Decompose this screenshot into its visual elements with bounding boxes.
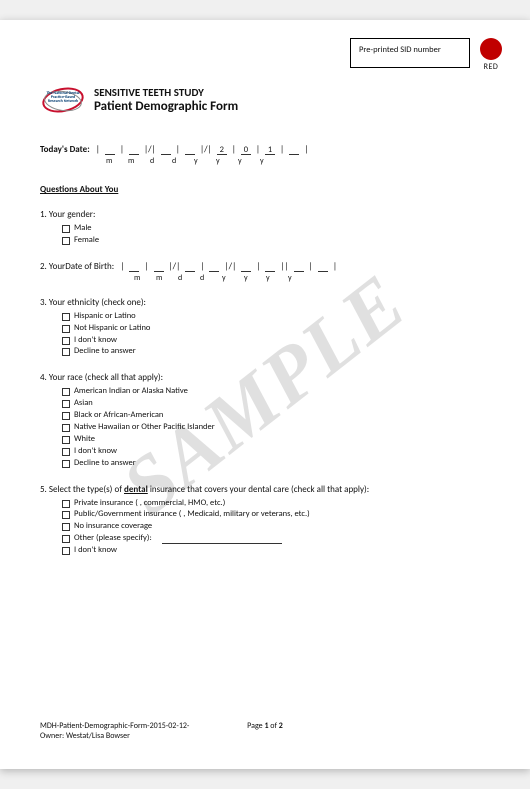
checkbox-icon[interactable] bbox=[62, 511, 70, 519]
todays-date-label: Today's Date: bbox=[40, 144, 90, 155]
page-footer: MDH-Patient-Demographic-Form-2015-02-12-… bbox=[40, 721, 490, 741]
q5-opt[interactable]: No insurance coverage bbox=[62, 521, 490, 533]
q5-text: 5. Select the type(s) of dental insuranc… bbox=[40, 484, 490, 495]
title-line-1: SENSITIVE TEETH STUDY bbox=[94, 87, 238, 100]
q4-text: 4. Your race (check all that apply): bbox=[40, 372, 490, 383]
checkbox-icon[interactable] bbox=[62, 448, 70, 456]
question-1-gender: 1. Your gender: Male Female bbox=[40, 209, 490, 247]
dob-format-hint: mmddyyyy bbox=[134, 273, 490, 283]
q4-opt[interactable]: I don't know bbox=[62, 446, 490, 458]
red-indicator: RED bbox=[480, 38, 502, 72]
checkbox-icon[interactable] bbox=[62, 388, 70, 396]
section-questions-about-you: Questions About You bbox=[40, 184, 490, 195]
title-line-2: Patient Demographic Form bbox=[94, 100, 238, 115]
checkbox-icon[interactable] bbox=[62, 400, 70, 408]
question-4-race: 4. Your race (check all that apply): Ame… bbox=[40, 372, 490, 469]
checkbox-icon[interactable] bbox=[62, 337, 70, 345]
q5-opt[interactable]: I don't know bbox=[62, 545, 490, 557]
red-circle-icon bbox=[480, 38, 502, 60]
question-5-insurance: 5. Select the type(s) of dental insuranc… bbox=[40, 484, 490, 557]
checkbox-icon[interactable] bbox=[62, 412, 70, 420]
checkbox-icon[interactable] bbox=[62, 225, 70, 233]
q5-opt[interactable]: Private insurance ( , commercial, HMO, e… bbox=[62, 498, 490, 510]
q1-opt-female[interactable]: Female bbox=[62, 235, 490, 247]
q4-opt[interactable]: Black or African-American bbox=[62, 410, 490, 422]
q1-opt-male[interactable]: Male bbox=[62, 223, 490, 235]
logo-title-row: The National Dental Practice-Based Resea… bbox=[40, 84, 490, 118]
todays-date-row: Today's Date: |||/|||/|2|0|1|| mmddyyyy bbox=[40, 144, 490, 166]
checkbox-icon[interactable] bbox=[62, 460, 70, 468]
q4-opt[interactable]: Native Hawaiian or Other Pacific Islande… bbox=[62, 422, 490, 434]
date-entry-slots[interactable]: |||/|||/|2|0|1|| bbox=[94, 144, 311, 155]
checkbox-icon[interactable] bbox=[62, 547, 70, 555]
q1-text: 1. Your gender: bbox=[40, 209, 490, 220]
network-logo-icon: The National Dental Practice-Based Resea… bbox=[40, 84, 86, 118]
q3-opt[interactable]: I don't know bbox=[62, 335, 490, 347]
dob-entry-slots[interactable]: |||/|||/|||||| bbox=[118, 261, 339, 272]
q3-opt[interactable]: Decline to answer bbox=[62, 346, 490, 358]
checkbox-icon[interactable] bbox=[62, 523, 70, 531]
question-2-dob: 2. YourDate of Birth: |||/|||/|||||| mmd… bbox=[40, 261, 490, 283]
q2-text: 2. YourDate of Birth: bbox=[40, 261, 114, 272]
q5-opt-other[interactable]: Other (please specify): bbox=[62, 533, 490, 545]
q4-opt[interactable]: Asian bbox=[62, 398, 490, 410]
q3-opt[interactable]: Hispanic or Latino bbox=[62, 311, 490, 323]
other-specify-input[interactable] bbox=[162, 535, 282, 544]
checkbox-icon[interactable] bbox=[62, 436, 70, 444]
checkbox-icon[interactable] bbox=[62, 237, 70, 245]
checkbox-icon[interactable] bbox=[62, 535, 70, 543]
checkbox-icon[interactable] bbox=[62, 348, 70, 356]
q4-opt[interactable]: Decline to answer bbox=[62, 458, 490, 470]
form-page: SAMPLE Pre-printed SID number RED The Na… bbox=[0, 20, 530, 769]
form-title: SENSITIVE TEETH STUDY Patient Demographi… bbox=[94, 87, 238, 115]
checkbox-icon[interactable] bbox=[62, 424, 70, 432]
page-number: Page 1 of 2 bbox=[247, 721, 283, 731]
checkbox-icon[interactable] bbox=[62, 500, 70, 508]
sid-number-box: Pre-printed SID number bbox=[350, 38, 470, 68]
footer-left: MDH-Patient-Demographic-Form-2015-02-12-… bbox=[40, 721, 189, 741]
question-3-ethnicity: 3. Your ethnicity (check one): Hispanic … bbox=[40, 297, 490, 359]
top-right-row: Pre-printed SID number RED bbox=[350, 38, 502, 72]
q4-opt[interactable]: White bbox=[62, 434, 490, 446]
checkbox-icon[interactable] bbox=[62, 313, 70, 321]
q3-opt[interactable]: Not Hispanic or Latino bbox=[62, 323, 490, 335]
date-format-hint: mmddyyyy bbox=[106, 156, 490, 166]
q4-opt[interactable]: American Indian or Alaska Native bbox=[62, 386, 490, 398]
red-label: RED bbox=[484, 62, 499, 72]
checkbox-icon[interactable] bbox=[62, 325, 70, 333]
logo-text: The National Dental Practice-Based Resea… bbox=[46, 92, 80, 104]
q3-text: 3. Your ethnicity (check one): bbox=[40, 297, 490, 308]
q5-opt[interactable]: Public/Government insurance ( , Medicaid… bbox=[62, 509, 490, 521]
